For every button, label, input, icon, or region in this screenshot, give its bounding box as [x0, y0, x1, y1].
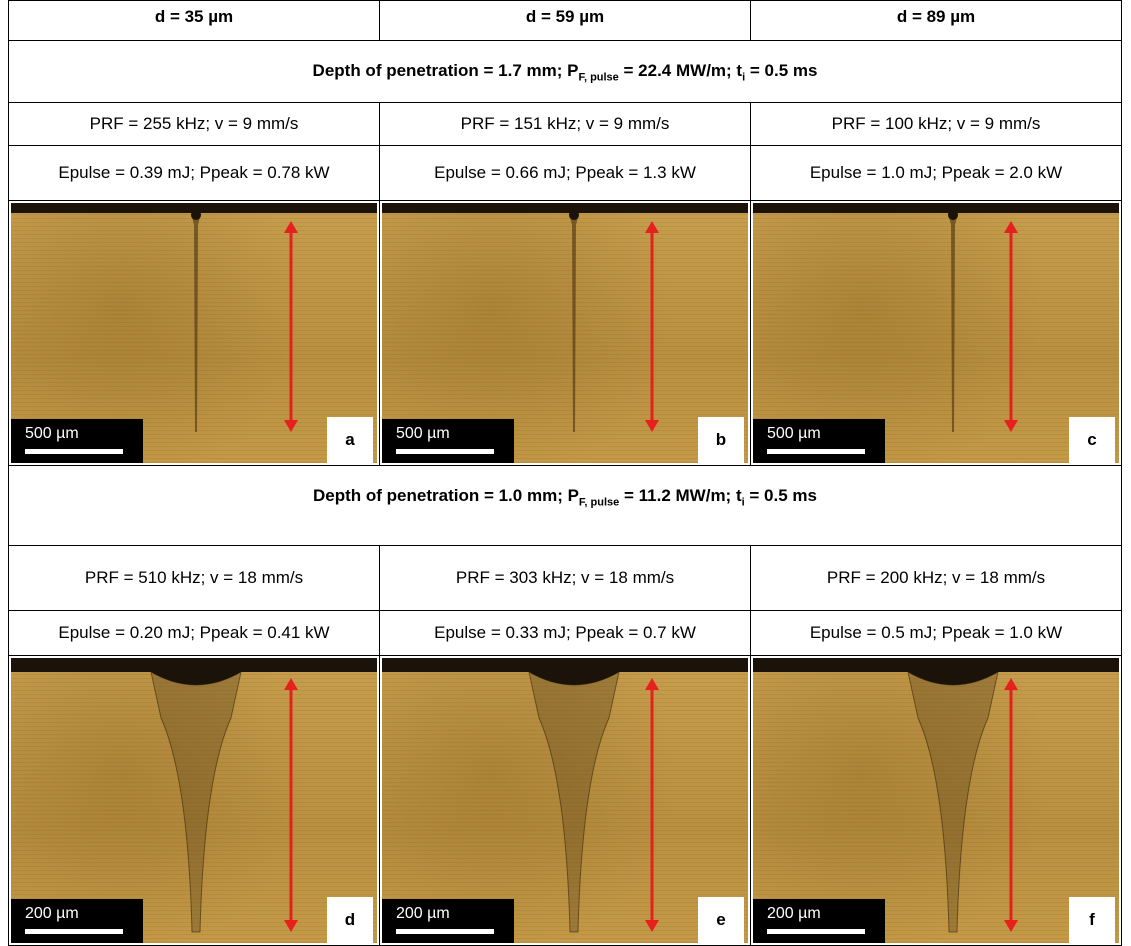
panel-label: d	[327, 897, 373, 943]
epulse-cell: Epulse = 1.0 mJ; Ppeak = 2.0 kW	[750, 145, 1122, 201]
text: = 11.2 MW/m; t	[619, 486, 742, 505]
table-row: PRF = 510 kHz; v = 18 mm/s PRF = 303 kHz;…	[8, 545, 1122, 611]
results-table: d = 35 µm d = 59 µm d = 89 µm Depth of pene…	[8, 0, 1122, 946]
image-cell: 200 µm e	[379, 655, 751, 946]
prf-cell: PRF = 151 kHz; v = 9 mm/s	[379, 102, 751, 146]
scale-line	[767, 449, 865, 454]
table-row: 200 µm d 200 µm e 200 µm f	[8, 655, 1122, 946]
scale-bar: 500 µm	[753, 419, 885, 463]
micrograph-drawing	[753, 203, 1119, 432]
scale-bar: 200 µm	[753, 899, 885, 943]
epulse-cell: Epulse = 0.33 mJ; Ppeak = 0.7 kW	[379, 610, 751, 656]
panel-label: b	[698, 417, 744, 463]
table-row: Epulse = 0.39 mJ; Ppeak = 0.78 kW Epulse …	[8, 145, 1122, 201]
prf-cell: PRF = 510 kHz; v = 18 mm/s	[8, 545, 380, 611]
text: = 22.4 MW/m; t	[618, 61, 743, 80]
micrograph-drawing	[382, 203, 748, 432]
table-row: Epulse = 0.20 mJ; Ppeak = 0.41 kW Epulse …	[8, 610, 1122, 656]
table-row: Depth of penetration = 1.7 mm; PF, pulse…	[8, 40, 1122, 103]
subscript: F, pulse	[578, 71, 619, 84]
table-row: Depth of penetration = 1.0 mm; PF, pulse…	[8, 465, 1122, 546]
micrograph: 500 µm b	[382, 203, 748, 463]
scale-label: 200 µm	[25, 905, 79, 922]
text: Depth of penetration = 1.0 mm; P	[313, 486, 579, 505]
scale-label: 200 µm	[396, 905, 450, 922]
scale-bar: 200 µm	[382, 899, 514, 943]
scale-line	[25, 929, 123, 934]
image-cell: 500 µm c	[750, 200, 1122, 466]
micrograph-drawing	[382, 658, 748, 933]
micrograph: 500 µm a	[11, 203, 377, 463]
subscript: F, pulse	[578, 496, 620, 509]
scale-label: 500 µm	[25, 425, 79, 442]
subscript: i	[741, 496, 745, 509]
epulse-cell: Epulse = 0.66 mJ; Ppeak = 1.3 kW	[379, 145, 751, 201]
text: Depth of penetration = 1.7 mm; P	[312, 61, 579, 80]
table-row: PRF = 255 kHz; v = 9 mm/s PRF = 151 kHz; …	[8, 102, 1122, 146]
depth-title: Depth of penetration = 1.0 mm; PF, pulse…	[8, 465, 1122, 546]
scale-line	[396, 929, 494, 934]
micrograph-drawing	[753, 658, 1119, 933]
scale-label: 500 µm	[767, 425, 821, 442]
scale-label: 200 µm	[767, 905, 821, 922]
panel-label: e	[698, 897, 744, 943]
image-cell: 500 µm b	[379, 200, 751, 466]
epulse-cell: Epulse = 0.39 mJ; Ppeak = 0.78 kW	[8, 145, 380, 201]
prf-cell: PRF = 303 kHz; v = 18 mm/s	[379, 545, 751, 611]
table-row: d = 35 µm d = 59 µm d = 89 µm	[8, 0, 1122, 41]
panel-label: a	[327, 417, 373, 463]
micrograph: 500 µm c	[753, 203, 1119, 463]
panel-label: c	[1069, 417, 1115, 463]
scale-label: 500 µm	[396, 425, 450, 442]
panel-label: f	[1069, 897, 1115, 943]
image-cell: 200 µm f	[750, 655, 1122, 946]
prf-cell: PRF = 200 kHz; v = 18 mm/s	[750, 545, 1122, 611]
scale-bar: 500 µm	[11, 419, 143, 463]
subscript: i	[742, 71, 746, 84]
column-header: d = 35 µm	[8, 0, 380, 41]
depth-title: Depth of penetration = 1.7 mm; PF, pulse…	[8, 40, 1122, 103]
prf-cell: PRF = 255 kHz; v = 9 mm/s	[8, 102, 380, 146]
column-header: d = 59 µm	[379, 0, 751, 41]
table-row: 500 µm a 500 µm b 500 µm c	[8, 200, 1122, 466]
scale-line	[25, 449, 123, 454]
text: = 0.5 ms	[744, 486, 817, 505]
scale-line	[767, 929, 865, 934]
prf-cell: PRF = 100 kHz; v = 9 mm/s	[750, 102, 1122, 146]
column-header: d = 89 µm	[750, 0, 1122, 41]
scale-line	[396, 449, 494, 454]
epulse-cell: Epulse = 0.5 mJ; Ppeak = 1.0 kW	[750, 610, 1122, 656]
micrograph: 200 µm d	[11, 658, 377, 943]
text: = 0.5 ms	[745, 61, 818, 80]
micrograph: 200 µm e	[382, 658, 748, 943]
scale-bar: 500 µm	[382, 419, 514, 463]
micrograph: 200 µm f	[753, 658, 1119, 943]
epulse-cell: Epulse = 0.20 mJ; Ppeak = 0.41 kW	[8, 610, 380, 656]
micrograph-drawing	[11, 203, 377, 432]
micrograph-drawing	[11, 658, 377, 933]
image-cell: 200 µm d	[8, 655, 380, 946]
scale-bar: 200 µm	[11, 899, 143, 943]
image-cell: 500 µm a	[8, 200, 380, 466]
